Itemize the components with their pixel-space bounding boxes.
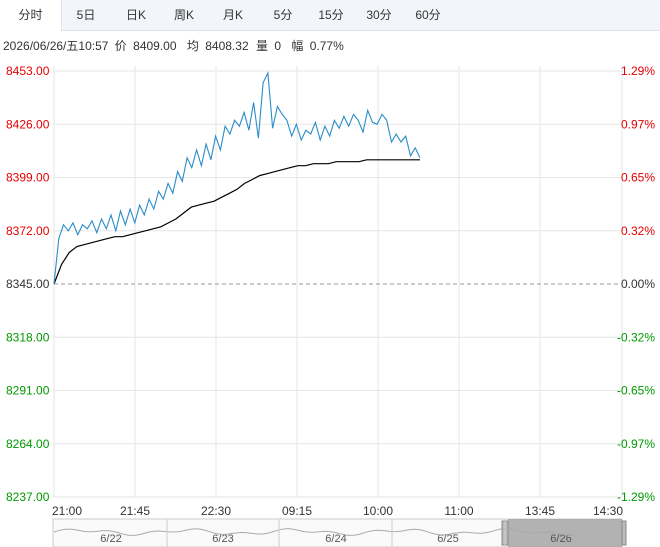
average-price-line: [53, 159, 420, 285]
y-tick-label-right: -1.29%: [617, 490, 655, 504]
volume-value: 0: [274, 39, 282, 53]
change-value: 0.77%: [309, 39, 344, 53]
chart-grid: [53, 66, 623, 498]
y-axis-right-labels: 1.29% 0.97% 0.65% 0.32% 0.00% -0.32% -0.65% -0.…: [617, 64, 655, 504]
navigator-sparkline: [53, 527, 579, 536]
y-tick-label-left: 8264.00: [6, 437, 50, 451]
tab-30min[interactable]: 30分: [366, 8, 392, 22]
y-tick-label-right: -0.97%: [617, 437, 655, 451]
x-axis-labels: 21:00 21:45 22:30 09:15 10:00 11:00 13:45 14:30: [52, 504, 623, 518]
price-line: [53, 70, 421, 285]
y-tick-label-left: 8318.00: [6, 330, 50, 344]
x-tick-label: 22:30: [201, 504, 231, 518]
y-tick-label-left: 8237.00: [6, 490, 50, 504]
x-tick-label: 13:45: [525, 504, 555, 518]
y-tick-label-right: -0.32%: [617, 330, 655, 344]
navigator-day-label: 6/23: [212, 533, 233, 545]
x-tick-label: 21:00: [52, 504, 82, 518]
change-label: 幅: [291, 39, 304, 53]
y-axis-left-labels: 8453.00 8426.00 8399.00 8372.00 8345.00 8318.…: [6, 64, 50, 504]
y-tick-label-left: 8453.00: [6, 64, 50, 78]
y-tick-label-left: 8426.00: [6, 117, 50, 131]
navigator-day-label: 6/26: [550, 533, 571, 545]
tab-5min[interactable]: 5分: [273, 8, 293, 22]
y-tick-label-right: 0.32%: [621, 224, 655, 238]
y-tick-label-right: 1.29%: [621, 64, 655, 78]
tab-daily-k[interactable]: 日K: [125, 8, 146, 22]
y-tick-label-right: 0.00%: [621, 277, 655, 291]
period-tab-bar: 分时 5日 日K 周K 月K 5分 15分 30分 60分: [0, 0, 660, 32]
x-tick-label: 11:00: [444, 504, 473, 518]
y-tick-label-right: -0.65%: [617, 384, 655, 398]
tab-weekly-k[interactable]: 周K: [173, 8, 194, 22]
y-tick-label-right: 0.97%: [621, 117, 655, 131]
navigator-handle-left[interactable]: [501, 520, 509, 546]
quote-info-line: 2026/06/26/五10:57 价 8409.00 均 8408.32 量 …: [3, 37, 344, 54]
price-label: 价: [114, 39, 127, 53]
tab-5day[interactable]: 5日: [76, 8, 96, 22]
quote-datetime: 2026/06/26/五10:57: [3, 39, 109, 53]
avg-value: 8408.32: [205, 39, 249, 53]
navigator-track: [52, 518, 623, 547]
navigator-selection[interactable]: [508, 519, 622, 547]
tab-intraday[interactable]: 分时: [0, 0, 62, 32]
volume-label: 量: [255, 39, 268, 53]
navigator-day-label: 6/24: [325, 533, 346, 545]
intraday-chart[interactable]: 8453.00 8426.00 8399.00 8372.00 8345.00 8318.…: [0, 0, 660, 520]
navigator-day-label: 6/22: [100, 533, 121, 545]
y-tick-label-left: 8399.00: [6, 171, 50, 185]
y-tick-label-left: 8345.00: [6, 277, 50, 291]
avg-label: 均: [186, 39, 199, 53]
tab-monthly-k[interactable]: 月K: [222, 8, 243, 22]
navigator-handle-right[interactable]: [621, 520, 627, 546]
tab-60min[interactable]: 60分: [415, 8, 441, 22]
x-tick-label: 09:15: [282, 504, 312, 518]
x-tick-label: 14:30: [593, 504, 623, 518]
navigator-day-label: 6/25: [437, 533, 458, 545]
price-value: 8409.00: [133, 39, 177, 53]
y-tick-label-left: 8291.00: [6, 384, 50, 398]
tab-15min[interactable]: 15分: [318, 8, 344, 22]
x-tick-label: 10:00: [363, 504, 393, 518]
x-tick-label: 21:45: [120, 504, 150, 518]
y-tick-label-right: 0.65%: [621, 171, 655, 185]
y-tick-label-left: 8372.00: [6, 224, 50, 238]
